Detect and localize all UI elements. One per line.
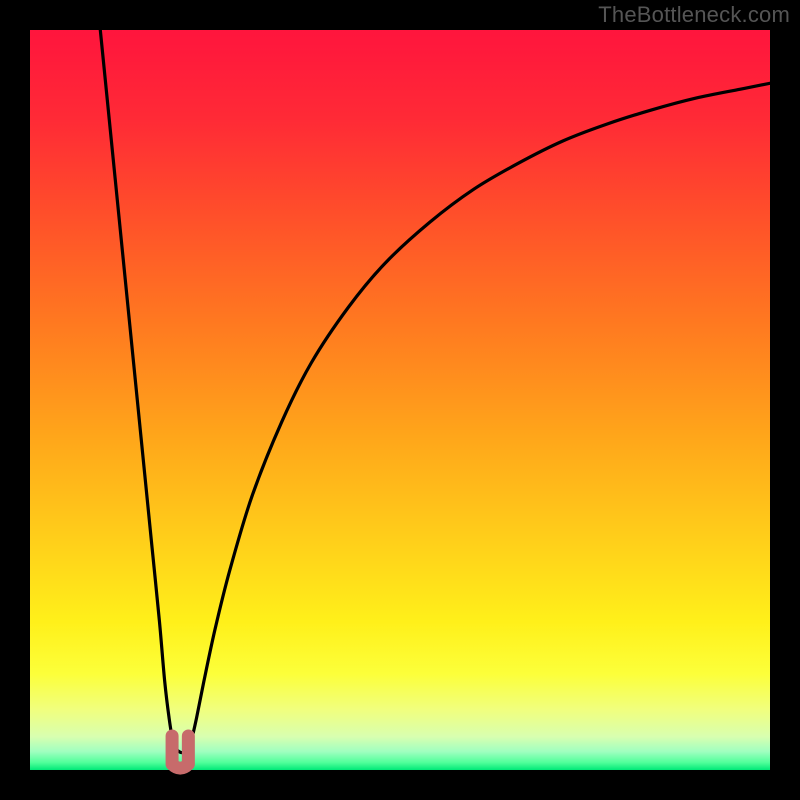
bottleneck-chart	[0, 0, 800, 800]
chart-container: TheBottleneck.com	[0, 0, 800, 800]
watermark-text: TheBottleneck.com	[598, 2, 790, 28]
plot-background	[30, 30, 770, 770]
